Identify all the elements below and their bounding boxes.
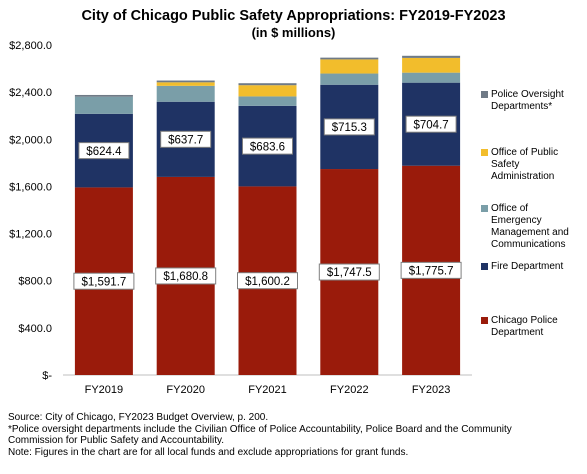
- data-label-box: [400, 261, 462, 279]
- y-tick-label: $2,800.0: [9, 40, 52, 52]
- data-label-box: [155, 267, 217, 285]
- bar-segment: [402, 57, 461, 73]
- note-source: Source: City of Chicago, FY2023 Budget O…: [8, 412, 269, 423]
- data-label: $637.7: [168, 135, 203, 147]
- legend-label-opsa: Office of Public Safety Administration: [491, 147, 559, 182]
- y-tick-label: $1,600.0: [9, 181, 52, 193]
- y-tick-label: $2,400.0: [9, 87, 52, 99]
- legend-swatch-opsa: [481, 149, 488, 156]
- data-label: $1,775.7: [409, 266, 454, 278]
- y-tick-label: $800.0: [18, 276, 52, 288]
- legend-swatch-fire: [481, 263, 488, 270]
- data-label: $1,600.2: [245, 276, 290, 288]
- y-tick-label: $-: [42, 370, 52, 382]
- data-label-box: [160, 130, 212, 148]
- legend-swatch-oversight: [481, 91, 488, 98]
- x-tick-label: FY2023: [412, 384, 451, 396]
- chart-subtitle: (in $ millions): [251, 25, 336, 40]
- bar-segment: [238, 83, 297, 86]
- data-label: $1,680.8: [163, 271, 208, 283]
- bar-segment: [320, 73, 379, 85]
- y-tick-label: $400.0: [18, 323, 52, 335]
- bar-segment: [156, 85, 215, 102]
- data-label-box: [242, 137, 293, 155]
- bar-segment: [320, 57, 379, 60]
- data-label-box: [318, 263, 380, 281]
- data-label-box: [237, 272, 298, 290]
- legend-label-oemc: Office of Emergency Management and Commu…: [491, 203, 569, 250]
- y-axis: $- $400.0 $800.0 $1,200.0 $1,600.0 $2,000.0 $2…: [9, 40, 52, 382]
- note-oversight-1: *Police oversight departments include th…: [8, 423, 512, 435]
- legend-label-oversight: Police Oversight Departments*: [491, 89, 564, 112]
- x-axis: FY2019 FY2020 FY2021 FY2022 FY2023: [63, 374, 472, 396]
- y-tick-label: $2,000.0: [9, 134, 52, 146]
- bar-segment: [238, 85, 297, 97]
- data-label: $715.3: [332, 122, 367, 134]
- y-tick-label: $1,200.0: [9, 229, 52, 241]
- bar-segment: [320, 59, 379, 74]
- chart-title: City of Chicago Public Safety Appropriat…: [81, 8, 506, 24]
- data-label: $1,591.7: [82, 276, 127, 288]
- data-labels: $1,591.7 $624.4 $1,680.8 $637.7 $1,600.2 $683…: [73, 115, 462, 290]
- data-label: $624.4: [86, 146, 122, 158]
- bar-segment: [402, 55, 461, 58]
- bar-segment: [156, 82, 215, 86]
- bar-segment: [238, 96, 297, 106]
- bar-segment: [74, 96, 133, 114]
- note-funds: Note: Figures in the chart are for all l…: [8, 446, 409, 458]
- bar-segment: [402, 72, 461, 83]
- legend-swatch-oemc: [481, 205, 488, 212]
- x-tick-label: FY2021: [248, 384, 287, 396]
- note-oversight-2: Commission for Public Safety and Account…: [8, 435, 225, 447]
- data-label-box: [323, 118, 375, 136]
- bar-segment: [74, 94, 133, 97]
- data-label-box: [73, 272, 135, 290]
- x-tick-label: FY2022: [330, 384, 369, 396]
- legend-label-police: Chicago Police Department: [491, 315, 558, 338]
- data-label-box: [405, 115, 457, 133]
- x-tick-label: FY2020: [166, 384, 205, 396]
- legend-swatch-police: [481, 317, 488, 324]
- data-label: $704.7: [414, 119, 449, 131]
- bar-stacks: [74, 55, 461, 375]
- legend-label-fire: Fire Department: [491, 261, 564, 272]
- bar-segment: [156, 80, 215, 83]
- x-tick-label: FY2019: [85, 384, 124, 396]
- chart-notes: Source: City of Chicago, FY2023 Budget O…: [8, 412, 583, 458]
- data-label: $683.6: [250, 141, 285, 153]
- data-label: $1,747.5: [327, 267, 372, 279]
- data-label-box: [78, 142, 130, 160]
